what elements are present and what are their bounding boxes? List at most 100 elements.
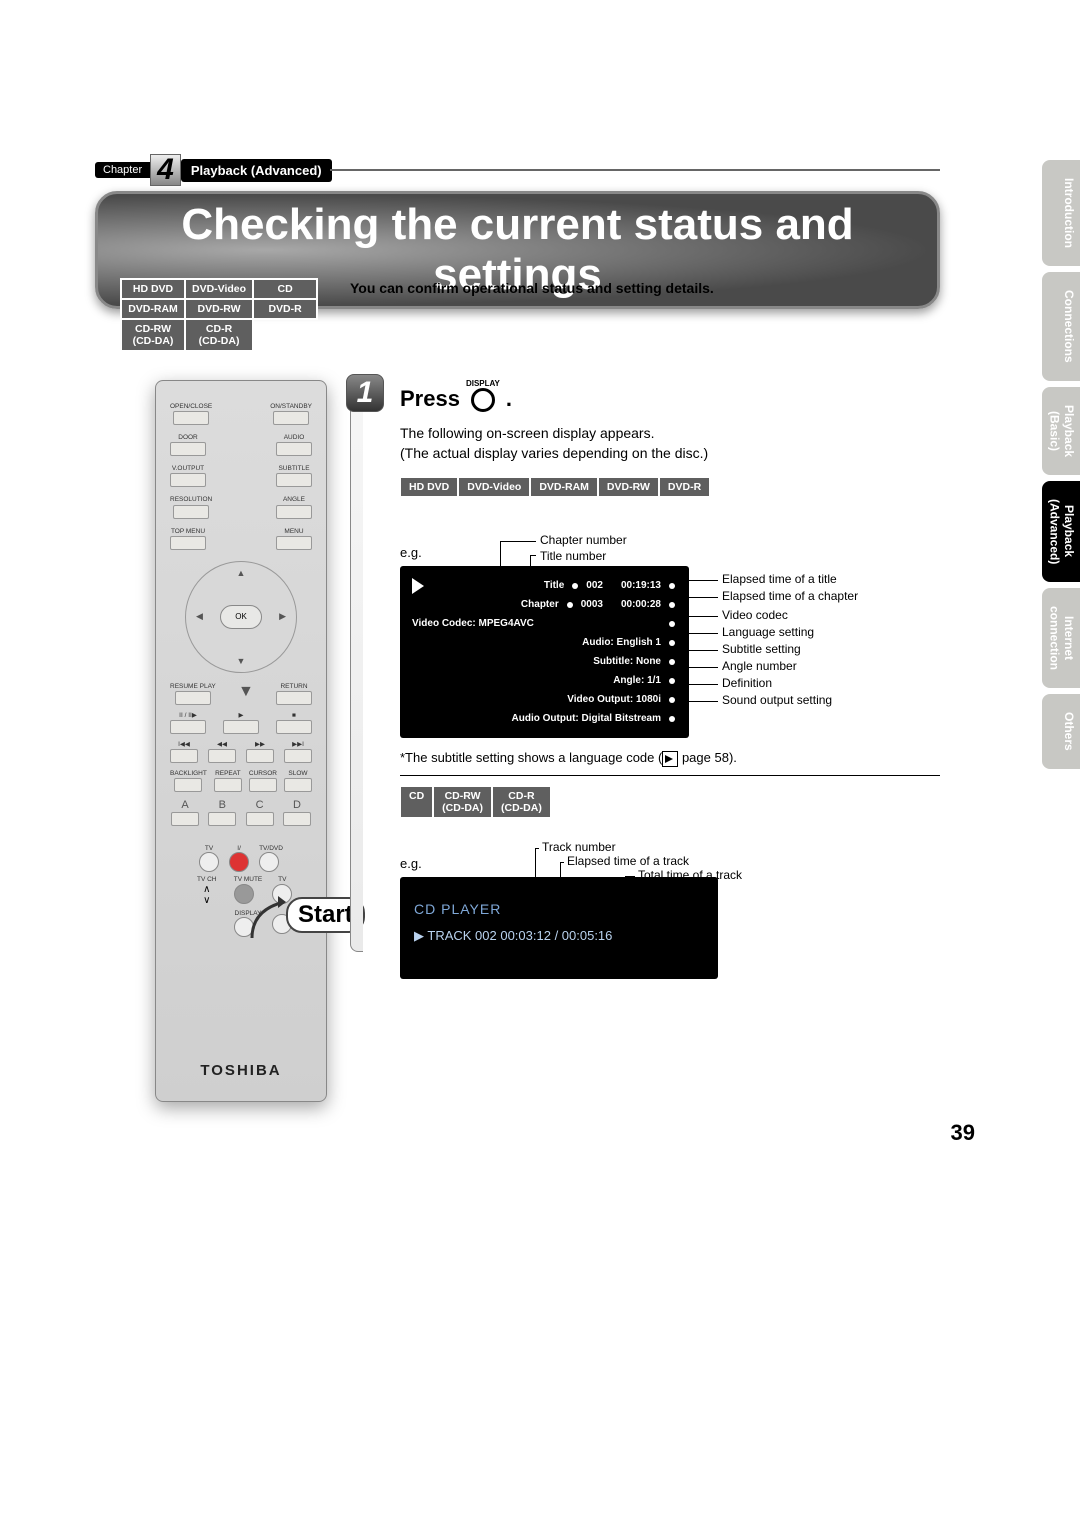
remote-button[interactable] (276, 505, 312, 519)
co-track-total: Total time of a track (638, 868, 742, 882)
format-row-1: HD DVDDVD-VideoDVD-RAMDVD-RWDVD-R (400, 477, 940, 497)
press-word: Press (400, 386, 460, 412)
letter-button[interactable] (283, 812, 311, 826)
skip-fwd-button[interactable] (284, 749, 312, 763)
remote-button[interactable] (273, 411, 309, 425)
chapter-bar: Chapter 4 Playback (Advanced) (95, 155, 940, 185)
sidebar-tab[interactable]: Internet connection (1042, 588, 1080, 688)
format-cell: DVD-RAM (530, 477, 598, 497)
step-number: 1 (346, 374, 384, 412)
btn-label: TOP MENU (170, 528, 206, 535)
btn-label: MENU (276, 528, 312, 535)
ok-button[interactable]: OK (220, 605, 262, 629)
btn-label: ON/STANDBY (270, 403, 312, 410)
format-cell: DVD-R (659, 477, 710, 497)
stop-button[interactable] (276, 720, 312, 734)
chapter-number: 4 (150, 154, 181, 186)
play-button[interactable] (223, 720, 259, 734)
remote-button[interactable] (276, 473, 312, 487)
remote-button[interactable] (174, 778, 202, 792)
start-callout: Start (250, 890, 365, 940)
step-desc-2: (The actual display varies depending on … (400, 444, 940, 464)
co-subtitle: Subtitle setting (722, 642, 801, 656)
resume-button[interactable] (175, 691, 211, 705)
co-video-codec: Video codec (722, 608, 788, 622)
format-row-2: CDCD-RW (CD-DA)CD-R (CD-DA) (400, 786, 940, 818)
page-number: 39 (951, 1120, 975, 1146)
chapter-word: Chapter (95, 162, 150, 178)
step-1: 1 Press DISPLAY . The following on-scree… (350, 380, 940, 979)
co-elapsed-title: Elapsed time of a title (722, 572, 837, 586)
btn-label: SUBTITLE (276, 465, 312, 472)
remote-button[interactable] (276, 536, 312, 550)
period: . (506, 386, 512, 412)
btn-label: AUDIO (276, 434, 312, 441)
remote-button[interactable] (170, 473, 206, 487)
arrow-icon (662, 751, 678, 767)
remote-button[interactable] (249, 778, 277, 792)
osd-panel: Title 002 00:19:13 Chapter 0003 00:00:28 (400, 566, 689, 738)
step-desc-1: The following on-screen display appears. (400, 424, 940, 444)
format-cell: DVD-RW (185, 299, 253, 319)
format-cell: DVD-Video (185, 279, 253, 299)
display-icon (471, 388, 495, 412)
letter-button[interactable] (208, 812, 236, 826)
sidebar-tab[interactable]: Introduction (1042, 160, 1080, 266)
co-language: Language setting (722, 625, 814, 639)
sidebar-tab[interactable]: Others (1042, 694, 1080, 769)
sidebar-tab[interactable]: Playback (Basic) (1042, 387, 1080, 475)
remote-button[interactable] (173, 411, 209, 425)
co-track-elapsed: Elapsed time of a track (567, 854, 689, 868)
eg-label: e.g. (400, 545, 940, 560)
footnote: *The subtitle setting shows a language c… (400, 750, 940, 767)
brand-logo: TOSHIBA (156, 1062, 326, 1079)
format-cell: CD-R (CD-DA) (492, 786, 551, 818)
remote-button[interactable] (170, 442, 206, 456)
play-icon (412, 578, 424, 594)
rew-button[interactable] (208, 749, 236, 763)
sidebar-tab[interactable]: Connections (1042, 272, 1080, 381)
co-angle: Angle number (722, 659, 797, 673)
remote-button[interactable] (284, 778, 312, 792)
co-track: Track number (542, 840, 616, 854)
osd-panel-cd: CD PLAYER ▶ TRACK 002 00:03:12 / 00:05:1… (400, 877, 718, 979)
remote-button[interactable] (214, 778, 242, 792)
remote-control: OPEN/CLOSEON/STANDBYDOORAUDIOV.OUTPUTSUB… (155, 380, 327, 1102)
resume-label: RESUME PLAY (170, 683, 216, 690)
letter-button[interactable] (171, 812, 199, 826)
pause-button[interactable] (170, 720, 206, 734)
press-line: Press DISPLAY . (400, 380, 940, 418)
skip-back-button[interactable] (170, 749, 198, 763)
letter-button[interactable] (246, 812, 274, 826)
co-elapsed-chapter: Elapsed time of a chapter (722, 589, 858, 603)
return-label: RETURN (276, 683, 312, 690)
format-cell: CD (253, 279, 317, 299)
format-cell: CD (400, 786, 433, 818)
display-label: DISPLAY (466, 380, 500, 388)
format-cell: CD-RW (CD-DA) (121, 319, 185, 351)
btn-label: ANGLE (276, 496, 312, 503)
btn-label: RESOLUTION (170, 496, 212, 503)
return-button[interactable] (276, 691, 312, 705)
btn-label: OPEN/CLOSE (170, 403, 212, 410)
nav-pad: ▲▼ ◀▶ OK (185, 561, 297, 673)
remote-button[interactable] (276, 442, 312, 456)
btn-label: V.OUTPUT (170, 465, 206, 472)
sidebar-tabs: Introduction Connections Playback (Basic) P… (1042, 160, 1080, 769)
ff-button[interactable] (246, 749, 274, 763)
format-cell: DVD-RAM (121, 299, 185, 319)
format-cell: DVD-R (253, 299, 317, 319)
disc-compat-table: HD DVDDVD-VideoCDDVD-RAMDVD-RWDVD-RCD-RW… (120, 278, 318, 352)
cd-player-title: CD PLAYER (414, 895, 704, 923)
remote-button[interactable] (170, 536, 206, 550)
sidebar-tab[interactable]: Playback (Advanced) (1042, 481, 1080, 582)
co-sound: Sound output setting (722, 693, 832, 707)
remote-button[interactable] (173, 505, 209, 519)
format-cell: DVD-RW (598, 477, 659, 497)
format-cell: CD-RW (CD-DA) (433, 786, 492, 818)
cd-player-line: ▶ TRACK 002 00:03:12 / 00:05:16 (414, 923, 704, 949)
format-cell: HD DVD (400, 477, 458, 497)
co-title-number: Title number (540, 549, 606, 563)
format-cell: DVD-Video (458, 477, 530, 497)
format-cell: CD-R (CD-DA) (185, 319, 253, 351)
